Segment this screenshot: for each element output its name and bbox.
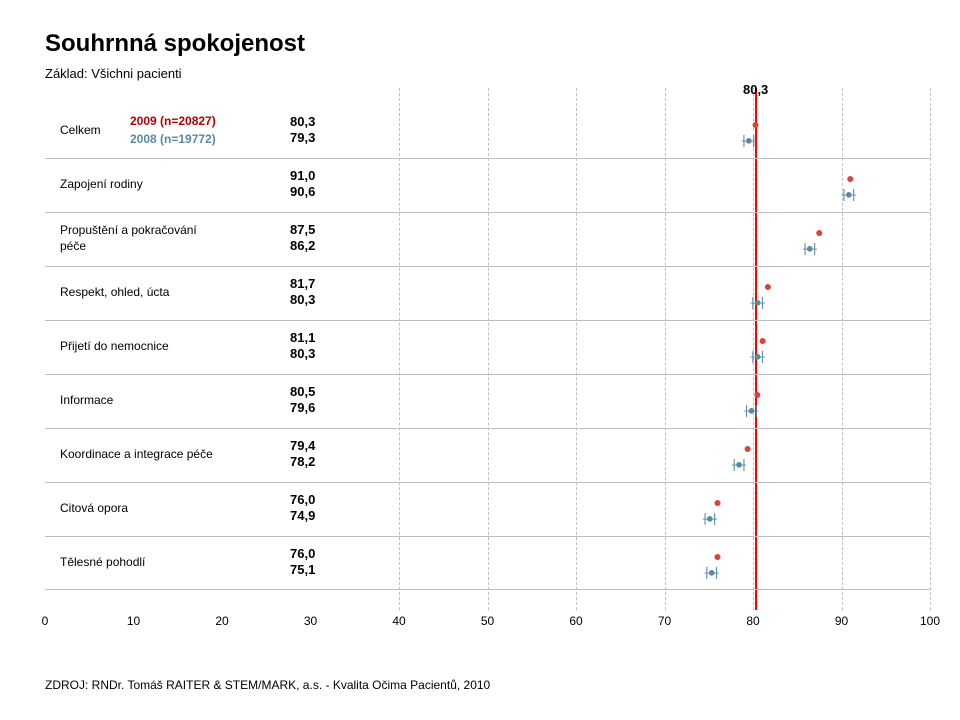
row-values: 81,180,3 <box>290 330 315 363</box>
data-point: |–●–| <box>751 296 760 309</box>
data-point: ● <box>713 495 721 509</box>
data-point: ● <box>713 549 721 563</box>
legend-y2008: 2008 (n=19772) <box>130 132 216 146</box>
row-values: 80,579,6 <box>290 384 315 417</box>
x-tick-label: 60 <box>569 614 582 628</box>
data-point: |–●–| <box>803 242 812 255</box>
row-values: 80,379,3 <box>290 114 315 147</box>
source-footer: ZDROJ: RNDr. Tomáš RAITER & STEM/MARK, a… <box>45 678 490 692</box>
data-point: |–●–| <box>742 134 751 147</box>
row-label: Informace <box>60 393 260 409</box>
data-point: |–●–| <box>733 458 742 471</box>
row-label: Tělesné pohodlí <box>60 555 260 571</box>
data-point: ● <box>759 333 767 347</box>
data-point: ● <box>743 441 751 455</box>
row-label: Zapojení rodiny <box>60 177 260 193</box>
x-tick-label: 40 <box>392 614 405 628</box>
legend-y2009: 2009 (n=20827) <box>130 114 216 128</box>
row-label: Citová opora <box>60 501 260 517</box>
row-label: Koordinace a integrace péče <box>60 447 260 463</box>
data-point: ● <box>815 225 823 239</box>
row-values: 76,075,1 <box>290 546 315 579</box>
data-point: ● <box>753 387 761 401</box>
x-tick-label: 20 <box>215 614 228 628</box>
data-point: |–●–| <box>745 404 754 417</box>
data-point: |–●–| <box>751 350 760 363</box>
row-values: 87,586,2 <box>290 222 315 255</box>
data-point: ● <box>846 171 854 185</box>
gridline <box>930 88 931 610</box>
x-tick-label: 0 <box>42 614 49 628</box>
x-tick-label: 100 <box>920 614 940 628</box>
row-values: 91,090,6 <box>290 168 315 201</box>
row-values: 76,074,9 <box>290 492 315 525</box>
page-subtitle: Základ: Všichni pacienti <box>45 66 182 81</box>
row-label: Respekt, ohled, úcta <box>60 285 260 301</box>
data-point: ● <box>751 117 759 131</box>
page-title: Souhrnná spokojenost <box>45 30 305 58</box>
satisfaction-chart: 80,3Celkem2009 (n=20827)2008 (n=19772)80… <box>0 88 960 648</box>
x-tick-label: 70 <box>658 614 671 628</box>
x-tick-label: 10 <box>127 614 140 628</box>
row-label: Propuštění a pokračovánípéče <box>60 223 260 254</box>
x-tick-label: 30 <box>304 614 317 628</box>
row-label: Přijetí do nemocnice <box>60 339 260 355</box>
x-tick-label: 90 <box>835 614 848 628</box>
data-point: |–●–| <box>705 566 714 579</box>
x-tick-label: 50 <box>481 614 494 628</box>
row-values: 79,478,2 <box>290 438 315 471</box>
data-point: |–●–| <box>703 512 712 525</box>
row-values: 81,780,3 <box>290 276 315 309</box>
reference-line-label: 80,3 <box>743 82 768 97</box>
data-point: ● <box>764 279 772 293</box>
x-tick-label: 80 <box>746 614 759 628</box>
data-point: |–●–| <box>842 188 851 201</box>
